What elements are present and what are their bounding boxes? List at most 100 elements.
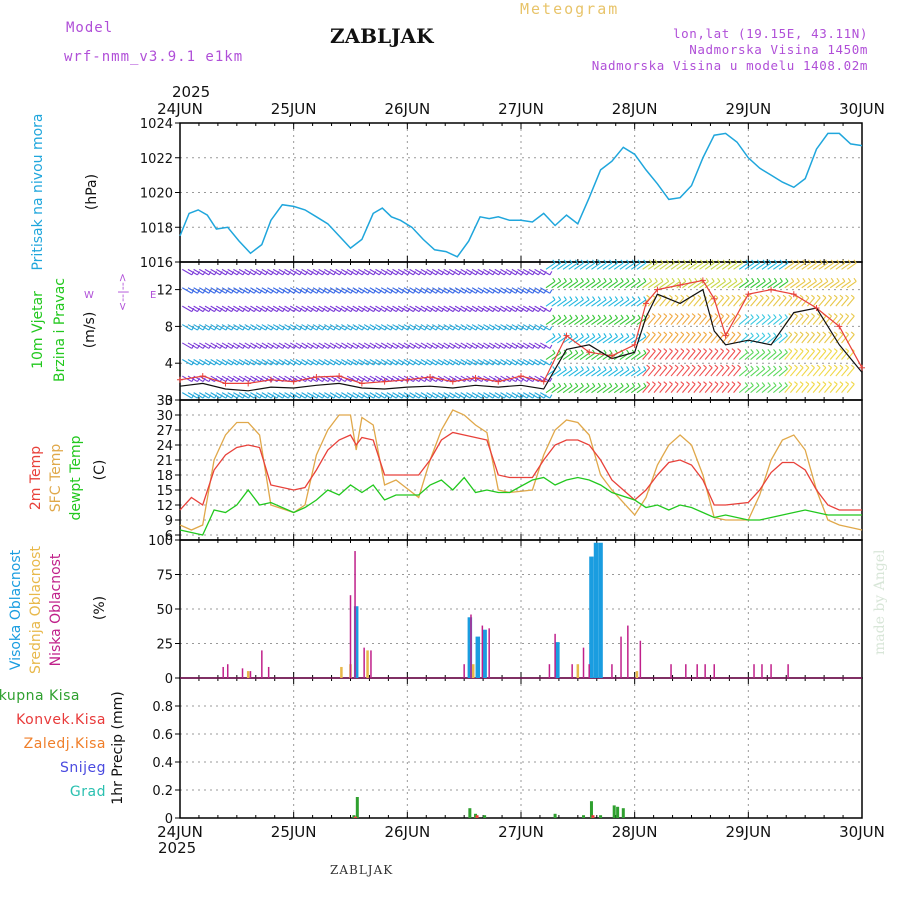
wind-barb-flag [833,381,838,385]
wind-barb-flag [784,314,788,318]
wind-barb [687,350,696,360]
wind-barb-flag [762,259,766,264]
wind-barb [659,315,668,325]
cloud-bar [554,633,556,678]
wind-barb [341,342,352,349]
wind-barb-flag [731,364,736,369]
wind-barb-flag [765,294,770,299]
wind-barb [369,324,380,331]
wind-barb-flag [737,331,741,335]
wind-barb-flag [563,296,567,301]
wind-barb [511,305,522,313]
y-tick-label: 1018 [140,221,173,236]
temp-ylabel-0: 2m Temp [28,446,44,510]
wind-barb-flag [680,294,685,299]
wind-barb [846,383,855,393]
wind-barb [579,336,590,344]
wind-barb [415,305,426,313]
wind-barb [534,287,545,294]
wind-barb-flag [552,333,556,337]
wind-barb [710,367,719,377]
wind-barb-flag [731,331,736,335]
wind-barb [426,359,437,366]
wind-barb [386,287,397,294]
wind-barb [289,287,301,294]
wind-barb [693,383,702,393]
wind-barb-flag [563,382,567,387]
wind-barb [710,334,719,344]
wind-barb [613,299,624,307]
wind-barb [517,392,528,399]
wind-barb [341,324,352,331]
x-tick-label-top: 30JUN [839,100,885,118]
wind-barb [426,392,437,399]
wind-barb [738,262,749,270]
wind-barb [284,268,295,276]
wind-barb [301,359,312,366]
y-tick-label: 12 [156,284,173,299]
wind-barb [795,367,804,377]
wind-barb [557,281,567,289]
wind-barb [272,342,284,349]
wind-barb [443,359,454,366]
wind-barb [483,342,494,349]
wind-barb [812,297,821,307]
wind-barb-flag [847,277,852,282]
wind-barb-flag [557,382,562,387]
wind-barb-flag [614,259,618,264]
wind-barb [346,287,357,294]
wind-barb [483,324,494,331]
wind-barb [579,317,590,326]
wind-barb [432,305,443,313]
wind-barb [727,315,736,325]
wind-barb [778,281,789,289]
wind-barb-flag [586,314,590,319]
wind-barb-flag [549,344,553,349]
wind-barb-flag [751,259,755,264]
wind-barb [255,305,266,313]
cloud-ylabel-0: Visoka Oblacnost [8,549,24,670]
wind-barb-flag [643,277,647,282]
wind-barb-flag [756,382,760,386]
wind-barb [466,342,477,349]
cloud-bar [588,664,590,678]
wind-barb [608,317,618,326]
wind-barb [750,335,760,344]
wind-barb-flag [788,331,793,335]
y-tick-label: 21 [156,454,173,469]
wind-barb-flag [805,294,810,299]
wind-barb [681,315,690,325]
wind-barb [710,350,719,360]
wind-barb [642,281,652,289]
wind-barb [664,297,673,307]
wind-barb-flag [663,364,668,369]
wind-barb [778,352,788,360]
wind-barb [824,297,832,307]
wind-barb [386,268,397,276]
wind-barb [426,324,437,331]
y-tick-label: 75 [156,569,173,584]
wind-barb [375,342,386,349]
cloud-bar [704,664,706,678]
wind-barb-flag [839,364,844,369]
wind-barb [562,369,573,377]
wind-barb [449,342,460,349]
wind-barb-flag [811,381,815,385]
wind-barb [773,281,783,289]
wind-barb [318,324,329,331]
wind-barb [397,287,409,294]
wind-barb [301,324,312,331]
wind-barb-flag [705,259,709,264]
wind-barb [699,350,707,360]
wind-barb [738,352,749,360]
wind-barb [727,262,738,270]
wind-barb [784,281,795,289]
cloud-bar [340,666,343,678]
wind-barb [568,385,579,394]
wind-barb [449,268,460,276]
wind-barb [369,305,380,313]
wind-barb-flag [552,296,556,301]
wind-barb [767,297,776,307]
wind-barb-flag [663,313,668,317]
wind-barb-flag [580,333,584,337]
